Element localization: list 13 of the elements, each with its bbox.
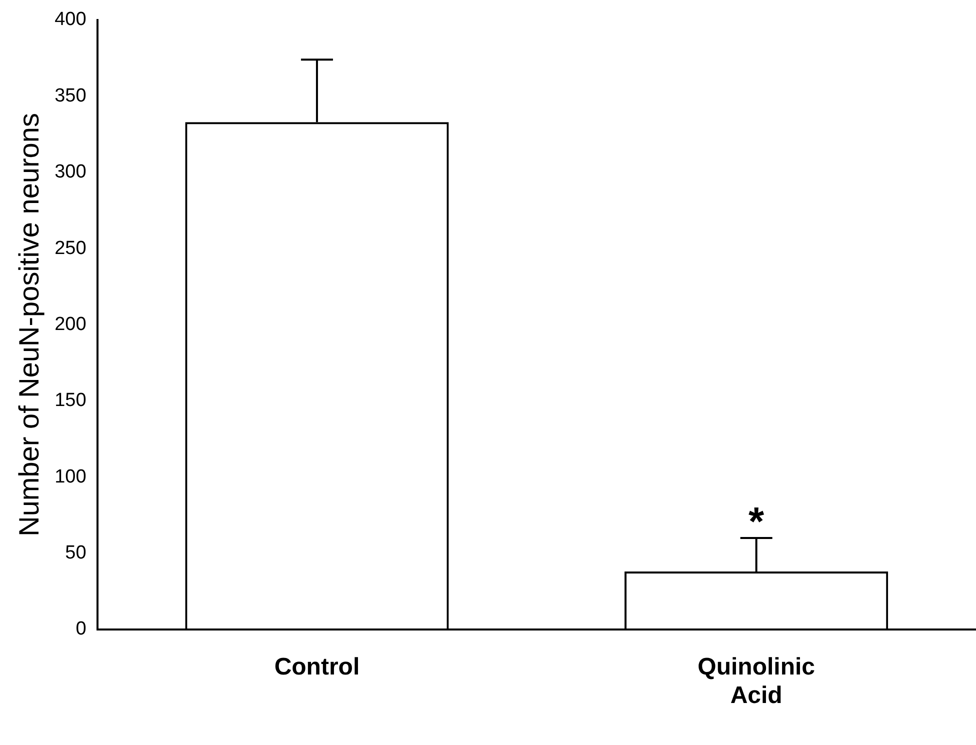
y-axis-title: Number of NeuN-positive neurons <box>14 113 45 536</box>
y-tick-label: 150 <box>54 390 86 412</box>
y-tick-label: 350 <box>54 85 86 106</box>
y-tick-label: 250 <box>54 238 86 259</box>
y-tick-label: 400 <box>54 9 86 30</box>
annotation: * <box>748 500 765 544</box>
y-tick-label: 0 <box>76 618 86 640</box>
y-tick-label: 50 <box>65 542 86 564</box>
y-tick-label: 300 <box>54 162 86 183</box>
y-tick-label: 200 <box>54 314 86 335</box>
y-tick-label: 100 <box>54 466 86 488</box>
x-tick-label: Quinolinic Acid <box>698 653 815 710</box>
x-tick-label: Control <box>274 653 360 680</box>
